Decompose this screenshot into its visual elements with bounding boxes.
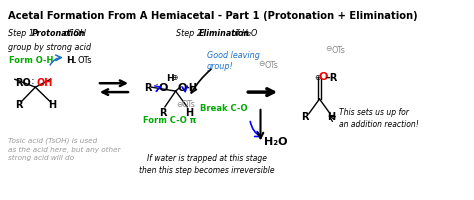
Text: ⊕: ⊕ bbox=[171, 73, 178, 82]
Text: ⊖: ⊖ bbox=[326, 44, 332, 53]
Text: Step 1:: Step 1: bbox=[8, 29, 39, 38]
Text: R: R bbox=[159, 107, 166, 117]
Text: H: H bbox=[185, 107, 193, 117]
Text: H₂O: H₂O bbox=[264, 137, 288, 147]
Text: –R: –R bbox=[326, 73, 338, 83]
Text: H: H bbox=[66, 55, 73, 64]
Text: Step 2:: Step 2: bbox=[176, 29, 207, 38]
Text: Form C-O π: Form C-O π bbox=[143, 115, 196, 124]
Text: Break C-O: Break C-O bbox=[200, 103, 247, 112]
Text: ⊖: ⊖ bbox=[176, 100, 183, 108]
Text: O: O bbox=[159, 83, 168, 93]
Text: ⊖: ⊖ bbox=[259, 58, 265, 67]
Text: If water is trapped at this stage
then this step becomes irreversible: If water is trapped at this stage then t… bbox=[139, 153, 275, 174]
Text: Form O-H: Form O-H bbox=[9, 55, 53, 64]
Text: ··: ·· bbox=[154, 81, 159, 90]
Text: Protonation: Protonation bbox=[32, 29, 85, 38]
Text: R: R bbox=[301, 111, 309, 121]
Text: –H: –H bbox=[184, 83, 198, 93]
Text: Good leaving
group!: Good leaving group! bbox=[207, 50, 260, 71]
Text: H: H bbox=[48, 100, 56, 109]
Text: of H₂O: of H₂O bbox=[229, 29, 258, 38]
Text: Elimination: Elimination bbox=[199, 29, 250, 38]
Text: OTs: OTs bbox=[331, 46, 345, 54]
Text: group by strong acid: group by strong acid bbox=[8, 43, 91, 52]
Text: H: H bbox=[327, 111, 335, 121]
Text: OTs: OTs bbox=[182, 100, 196, 108]
Text: :: : bbox=[31, 76, 35, 86]
Text: OTs: OTs bbox=[264, 60, 278, 69]
Text: O: O bbox=[319, 72, 328, 82]
Text: ⊕: ⊕ bbox=[314, 73, 320, 82]
Text: OTs: OTs bbox=[77, 55, 92, 64]
Text: H: H bbox=[166, 74, 173, 83]
Text: Tosic acid (TsOH) is used
as the acid here, but any other
strong acid will do: Tosic acid (TsOH) is used as the acid he… bbox=[8, 137, 120, 161]
Text: This sets us up for
an addition reaction!: This sets us up for an addition reaction… bbox=[339, 107, 419, 128]
Text: of OH: of OH bbox=[61, 29, 86, 38]
Text: Acetal Formation From A Hemiacetal - Part 1 (Protonation + Elimination): Acetal Formation From A Hemiacetal - Par… bbox=[8, 11, 417, 21]
Text: R: R bbox=[15, 100, 22, 109]
Text: –: – bbox=[72, 58, 76, 67]
Text: R: R bbox=[145, 83, 152, 93]
Text: RO: RO bbox=[15, 78, 30, 88]
Text: O: O bbox=[177, 83, 187, 93]
Text: OH: OH bbox=[36, 78, 53, 88]
